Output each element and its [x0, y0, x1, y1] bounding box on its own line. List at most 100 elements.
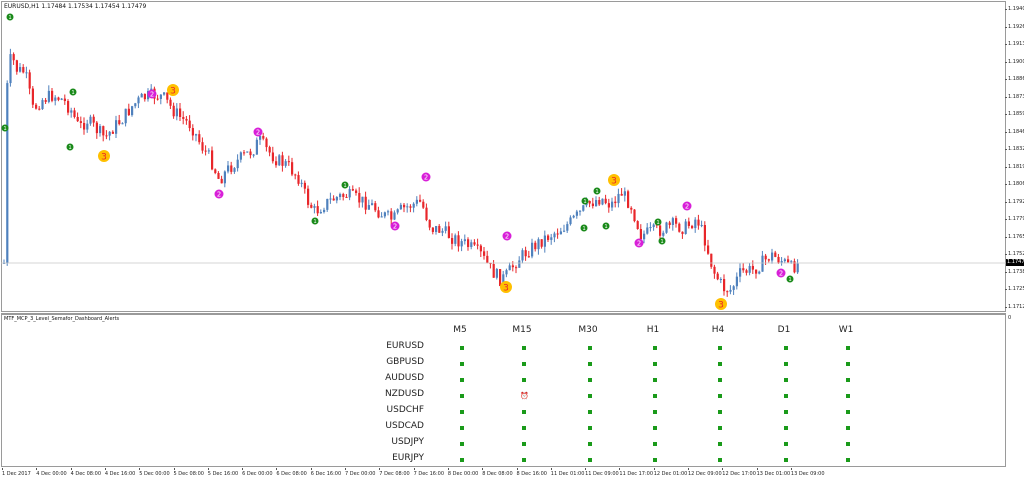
- candle-body: [127, 108, 130, 116]
- candle-body: [700, 225, 703, 227]
- signal-dot: [588, 426, 592, 430]
- candle-body: [534, 242, 537, 250]
- price-tick-label: 1.17255: [1005, 286, 1024, 292]
- price-chart-panel[interactable]: [1, 1, 1006, 312]
- candle-body: [441, 230, 444, 233]
- signal-dot: [846, 458, 850, 462]
- candle-body: [278, 155, 281, 166]
- svg-text:2: 2: [505, 232, 509, 240]
- time-tick-label: 7 Dec 16:00: [413, 468, 445, 477]
- candle-body: [646, 227, 649, 234]
- signal-dot: [846, 346, 850, 350]
- candle-body: [51, 90, 54, 101]
- time-tick-label: 4 Dec 08:00: [70, 468, 102, 477]
- candle-body: [313, 206, 316, 208]
- semafor-level-1-marker: 1: [658, 237, 666, 245]
- candle-body: [508, 265, 511, 271]
- price-tick-label: 1.17790: [1005, 216, 1024, 222]
- svg-text:1: 1: [71, 90, 74, 96]
- candle-body: [211, 150, 214, 170]
- candle-body: [457, 235, 460, 247]
- signal-dot: [588, 458, 592, 462]
- candle-body: [239, 152, 242, 160]
- semafor-level-1-marker: 1: [311, 217, 319, 225]
- time-tick-label: 5 Dec 08:00: [173, 468, 204, 477]
- candle-body: [15, 60, 18, 72]
- candle-body: [35, 104, 38, 109]
- candle-body: [649, 227, 652, 229]
- semafor-level-2-marker: 2: [634, 238, 644, 248]
- candle-body: [415, 199, 418, 204]
- candle-body: [25, 72, 28, 74]
- time-tick-label: 8 Dec 16:00: [516, 468, 547, 477]
- candle-body: [12, 54, 15, 61]
- symbol-label-eurusd: EURUSD: [386, 341, 424, 351]
- alarm-icon[interactable]: ⏰: [520, 392, 529, 400]
- signal-dot: [522, 362, 526, 366]
- candle-body: [604, 198, 607, 204]
- candle-body: [614, 201, 617, 204]
- indicator-panel[interactable]: [1, 313, 1006, 467]
- candle-body: [67, 101, 70, 113]
- candle-body: [451, 238, 454, 244]
- candle-body: [217, 172, 220, 179]
- candle-body: [566, 224, 569, 231]
- price-tick-label: 1.18865: [1005, 76, 1024, 82]
- candle-body: [489, 262, 492, 264]
- candle-body: [470, 242, 473, 247]
- candle-body: [86, 123, 89, 130]
- candle-body: [287, 161, 290, 163]
- candle-body: [422, 201, 425, 208]
- svg-text:3: 3: [611, 176, 617, 186]
- candle-body: [755, 269, 758, 274]
- semafor-level-1-marker: 1: [581, 197, 589, 205]
- semafor-level-3-marker: 3: [715, 298, 727, 310]
- signal-dot: [588, 378, 592, 382]
- candle-body: [483, 251, 486, 256]
- symbol-label-usdchf: USDCHF: [386, 405, 424, 415]
- candle-body: [323, 209, 326, 213]
- candle-body: [137, 97, 140, 104]
- candle-body: [607, 203, 610, 208]
- svg-text:2: 2: [779, 269, 783, 277]
- signal-dot: [522, 458, 526, 462]
- symbol-label-gbpusd: GBPUSD: [386, 357, 424, 367]
- signal-dot: [653, 410, 657, 414]
- candle-body: [540, 239, 543, 247]
- signal-dot: [588, 346, 592, 350]
- candle-body: [19, 67, 22, 72]
- svg-text:2: 2: [217, 190, 221, 198]
- signal-dot: [846, 410, 850, 414]
- price-tick-label: 1.17520: [1005, 251, 1024, 257]
- candle-body: [790, 261, 793, 263]
- candle-body: [275, 161, 278, 166]
- price-tick-label: 1.17120: [1005, 304, 1024, 310]
- time-tick-label: 11 Dec 09:00: [585, 468, 619, 477]
- signal-dot: [784, 394, 788, 398]
- signal-dot: [846, 362, 850, 366]
- candle-body: [572, 215, 575, 218]
- candle-body: [319, 212, 322, 214]
- candle-body: [659, 225, 662, 236]
- time-tick-label: 8 Dec 08:00: [482, 468, 513, 477]
- candle-body: [643, 233, 646, 240]
- candle-body: [556, 233, 559, 235]
- semafor-level-3-marker: 3: [167, 84, 179, 96]
- signal-dot: [718, 394, 722, 398]
- candle-body: [735, 276, 738, 287]
- signal-dot: [653, 426, 657, 430]
- signal-dot: [460, 362, 464, 366]
- candle-body: [220, 178, 223, 184]
- svg-text:1: 1: [582, 226, 585, 232]
- candle-body: [723, 279, 726, 292]
- timeframe-header-h4: H4: [711, 325, 725, 335]
- candle-body: [207, 150, 210, 152]
- candle-body: [79, 121, 82, 123]
- time-tick-label: 13 Dec 01:00: [756, 468, 791, 477]
- time-tick-label: 6 Dec 08:00: [276, 468, 307, 477]
- price-tick-label: 1.18730: [1005, 94, 1024, 100]
- candle-body: [108, 131, 111, 136]
- signal-dot: [588, 394, 592, 398]
- svg-text:1: 1: [313, 219, 316, 225]
